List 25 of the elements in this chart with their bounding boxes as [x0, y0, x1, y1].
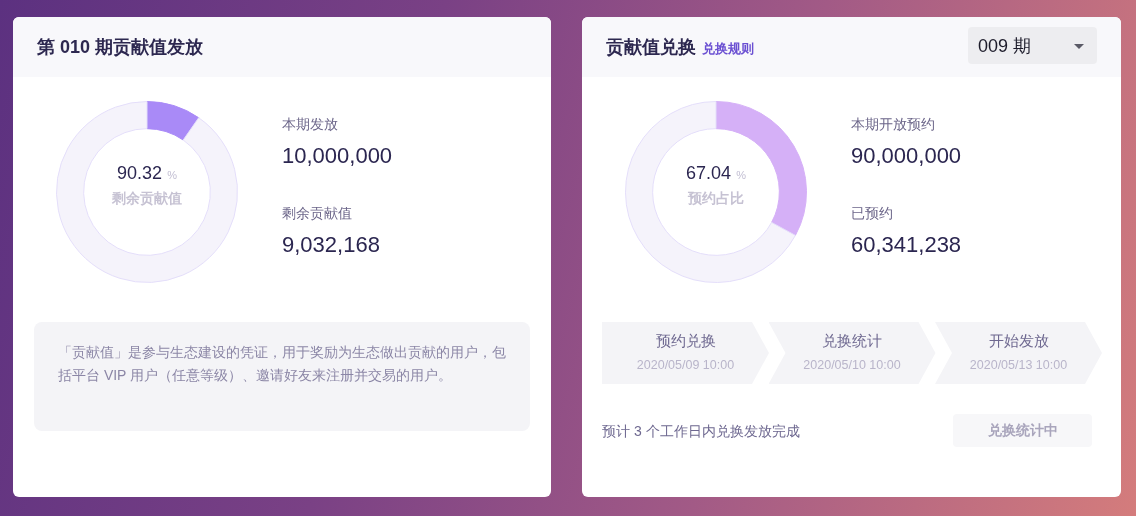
text: 已预约: [851, 204, 893, 223]
text: 90,000,000: [851, 142, 962, 170]
text: 2020/05/09 10:00: [635, 357, 736, 373]
chart-subtitle: 兑换规则: [702, 41, 754, 56]
text: 兑换统计: [821, 331, 883, 351]
slice-label: 剩余贡献值: [111, 189, 183, 208]
slice-label: 预约占比: [686, 189, 745, 208]
text: 开始发放: [987, 331, 1050, 351]
text: 本期开放预约: [851, 115, 935, 134]
status-button: 兑换统计中: [953, 414, 1092, 447]
text: 2020/05/13 10:00: [968, 357, 1069, 373]
text: 60,341,238: [851, 231, 962, 259]
text: 「贡献值」是参与生态建设的凭证，用于奖励为生态做出贡献的用户，包括平台 VIP 用户（任意等级）、邀请好友来注册并交易的用户。: [58, 343, 506, 385]
data-label: 90.32 %: [117, 163, 177, 183]
chart-title: 第 010 期贡献值发放: [37, 37, 204, 57]
text: 预约兑换: [654, 331, 717, 351]
period-dropdown: 009 期: [968, 27, 1097, 64]
text: 9,032,168: [282, 231, 380, 259]
text: 2020/05/10 10:00: [802, 357, 902, 373]
text: 预计 3 个工作日内兑换发放完成: [602, 422, 800, 441]
data-label: 67.04 %: [686, 163, 746, 183]
text: 本期发放: [282, 115, 338, 134]
text: 10,000,000: [282, 142, 393, 170]
text: 剩余贡献值: [282, 204, 352, 223]
chart-title: 贡献值兑换: [606, 37, 696, 57]
